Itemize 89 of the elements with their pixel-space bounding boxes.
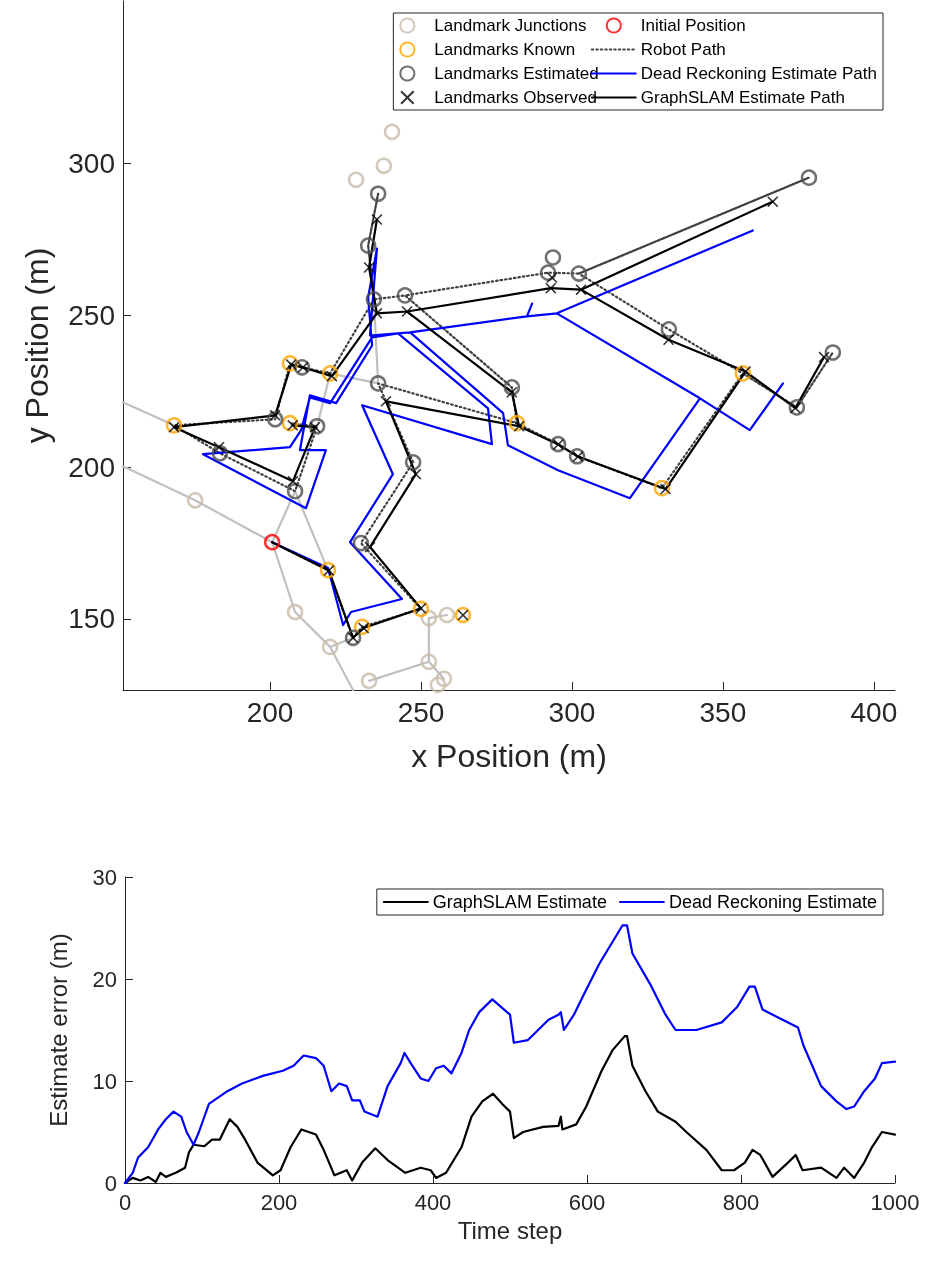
y-tick-label: 30 [92, 864, 117, 890]
point [380, 395, 392, 407]
point [653, 479, 671, 497]
y-tick-label: 150 [68, 603, 115, 635]
x-axis-title: x Position (m) [411, 738, 607, 774]
point [369, 185, 387, 202]
legend-label: GraphSLAM Estimate [432, 892, 607, 912]
legend-label: Robot Path [640, 40, 726, 59]
point [281, 414, 299, 432]
point [734, 365, 752, 382]
point [287, 475, 299, 487]
legend-label: Initial Position [640, 16, 746, 35]
point [308, 417, 326, 435]
y-tick-label: 20 [92, 966, 117, 992]
y-axis-title: y Position (m) [19, 247, 55, 444]
point [420, 653, 438, 671]
point [503, 379, 521, 396]
point [359, 237, 377, 254]
point [375, 157, 393, 175]
x-tick-label: 400 [850, 696, 898, 728]
legend-label: Landmarks Estimated [434, 64, 599, 83]
point [211, 445, 229, 462]
point [800, 169, 818, 186]
point [401, 306, 413, 318]
point [570, 265, 588, 282]
y-axis-title: Estimate error (m) [44, 933, 72, 1127]
line-series [201, 229, 785, 627]
point [364, 541, 376, 553]
point [568, 448, 586, 465]
x-tick-label: 600 [568, 1189, 606, 1215]
legend-label: Landmarks Known [434, 40, 576, 59]
point [321, 365, 339, 382]
point [360, 672, 378, 690]
point [383, 123, 401, 141]
point [293, 359, 311, 376]
point [352, 534, 370, 552]
point [369, 375, 387, 392]
point [663, 334, 675, 346]
point [435, 670, 453, 688]
point [266, 411, 284, 428]
point [165, 417, 183, 434]
point [404, 454, 422, 471]
point [371, 307, 383, 319]
point [767, 196, 779, 208]
point [818, 351, 830, 363]
x-tick-label: 200 [260, 1189, 298, 1215]
point [286, 482, 304, 500]
y-tick-label: 200 [68, 451, 115, 483]
x-tick-label: 300 [548, 696, 596, 728]
x-tick-label: 200 [246, 696, 294, 728]
point [286, 603, 304, 621]
point [396, 287, 414, 304]
point [575, 284, 587, 296]
x-tick-label: 250 [397, 696, 445, 728]
y-tick-label: 10 [92, 1068, 117, 1094]
legend-label: Dead Reckoning Estimate [668, 892, 877, 912]
legend-label: Dead Reckoning Estimate Path [640, 64, 878, 83]
point [788, 399, 806, 416]
point [412, 600, 430, 618]
y-tick-label: 300 [68, 148, 115, 180]
point [544, 249, 562, 266]
x-tick-label: 350 [699, 696, 747, 728]
point [186, 492, 204, 509]
point [429, 676, 447, 694]
point [319, 561, 337, 579]
point [545, 282, 557, 294]
x-tick-label: 400 [414, 1189, 452, 1215]
point [365, 291, 383, 308]
legend-label: Landmarks Observed [434, 88, 597, 107]
point [824, 344, 842, 361]
point [347, 171, 365, 189]
point [438, 606, 456, 624]
point [508, 414, 526, 432]
point [321, 638, 339, 656]
point [213, 441, 225, 453]
x-tick-label: 1000 [870, 1189, 920, 1215]
point [371, 214, 383, 226]
point [410, 468, 422, 480]
legend-label: GraphSLAM Estimate Path [640, 88, 845, 107]
y-tick-label: 250 [68, 299, 115, 331]
x-axis-title: Time step [457, 1216, 563, 1244]
x-tick-label: 800 [722, 1189, 760, 1215]
point [539, 264, 557, 281]
legend-label: Landmark Junctions [434, 16, 587, 35]
point [660, 321, 678, 338]
point [263, 533, 281, 551]
point [353, 618, 371, 636]
point [363, 261, 375, 273]
y-tick-label: 0 [104, 1170, 117, 1196]
